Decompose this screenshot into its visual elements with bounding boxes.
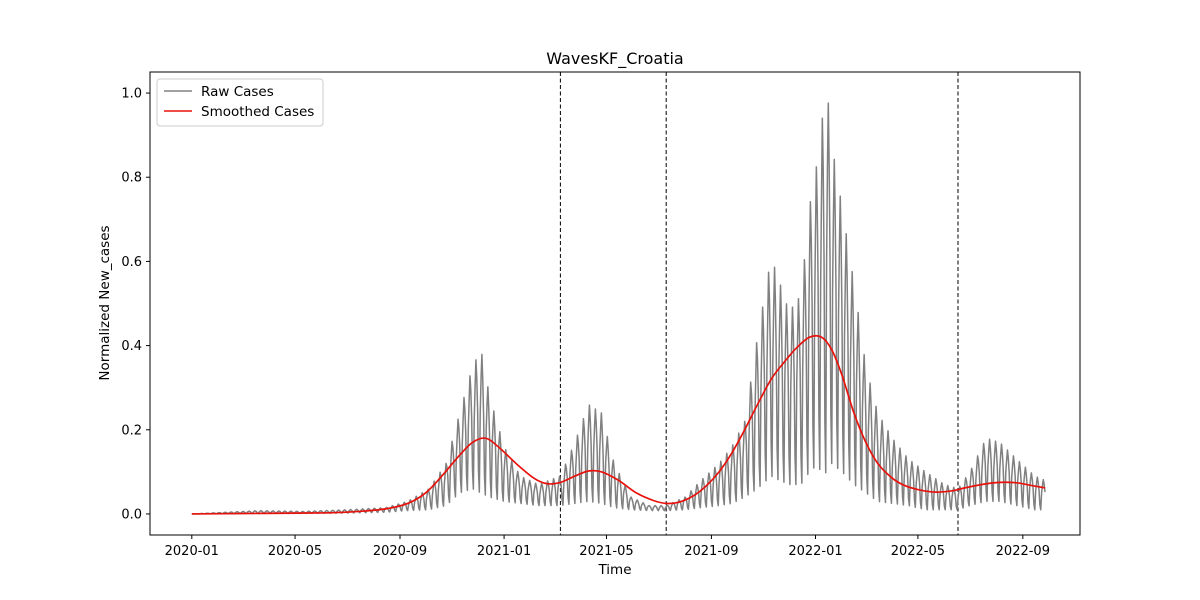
plot-area [191,72,1046,535]
x-tick-label: 2020-01 [165,544,219,559]
y-tick-label: 0.6 [121,255,142,270]
x-axis: 2020-01 2020-05 2020-09 2021-01 2021-05 2021-… [165,535,1050,559]
x-tick-label: 2021-01 [477,544,531,559]
y-tick-label: 1.0 [121,87,142,102]
smoothed-cases-line [191,334,1046,515]
y-tick-label: 0.4 [121,339,142,354]
x-tick-label: 2021-05 [579,544,633,559]
legend-raw-cases-label: Raw Cases [201,84,274,100]
x-tick-label: 2020-05 [268,544,322,559]
x-tick-label: 2022-01 [788,544,842,559]
x-tick-label: 2022-05 [891,544,945,559]
y-tick-label: 0.2 [121,423,142,438]
x-tick-label: 2021-09 [684,544,738,559]
y-axis: 0.0 0.2 0.4 0.6 0.8 1.0 [121,87,150,522]
x-axis-label: Time [597,562,631,578]
raw-cases-line [191,102,1046,515]
legend-box [156,78,324,127]
y-tick-label: 0.0 [121,507,142,522]
y-tick-label: 0.8 [121,171,142,186]
chart-title: WavesKF_Croatia [546,49,683,69]
x-tick-label: 2022-09 [996,544,1050,559]
plot-frame [149,71,1081,536]
legend: Raw Cases Smoothed Cases [156,78,324,127]
y-axis-label: Normalized New_cases [97,225,113,380]
legend-smoothed-cases-label: Smoothed Cases [201,104,314,120]
x-tick-label: 2020-09 [373,544,427,559]
